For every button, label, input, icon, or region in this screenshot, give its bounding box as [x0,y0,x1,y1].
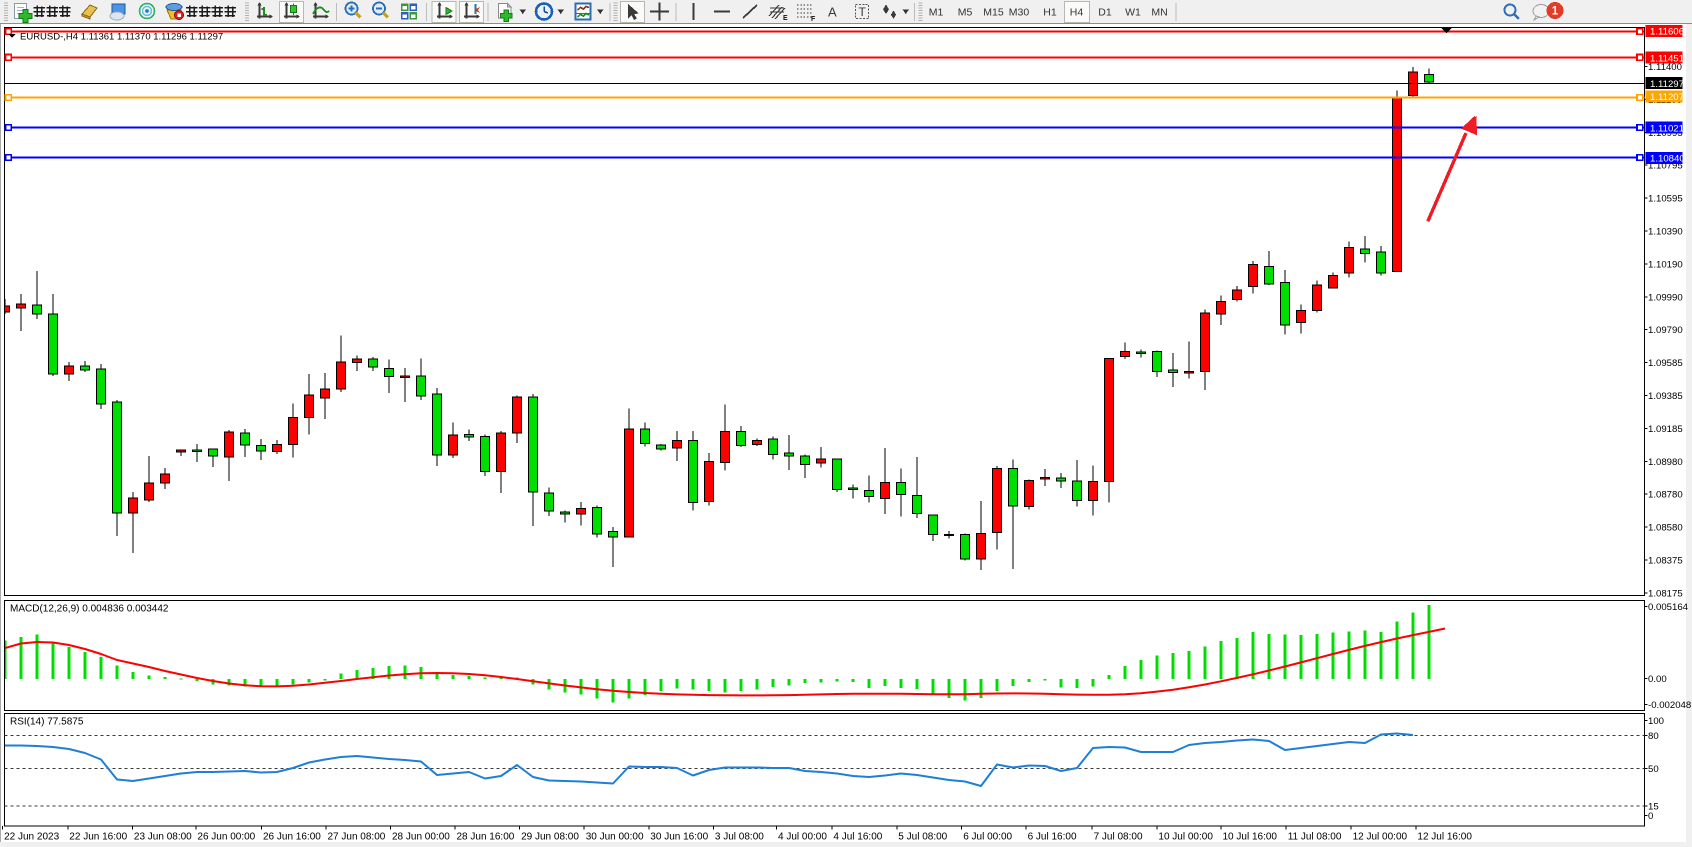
svg-text:1.08780: 1.08780 [1648,490,1683,501]
svg-text:T: T [859,5,867,19]
svg-text:4 Jul 00:00: 4 Jul 00:00 [778,832,827,843]
svg-text:12 Jul 00:00: 12 Jul 00:00 [1353,832,1408,843]
svg-text:30 Jun 16:00: 30 Jun 16:00 [650,832,708,843]
svg-text:M5: M5 [958,7,973,19]
svg-text:1.09185: 1.09185 [1648,424,1683,435]
svg-text:1.11297: 1.11297 [1650,79,1684,90]
svg-text:26 Jun 00:00: 26 Jun 00:00 [197,832,255,843]
svg-text:28 Jun 16:00: 28 Jun 16:00 [457,832,515,843]
svg-text:1.11451: 1.11451 [1650,53,1684,64]
svg-text:M15: M15 [983,7,1004,19]
svg-text:0.00: 0.00 [1648,674,1667,685]
svg-text:1: 1 [1552,6,1559,18]
svg-text:0.005164: 0.005164 [1648,602,1689,613]
svg-text:1.11606: 1.11606 [1650,27,1684,38]
svg-text:29 Jun 08:00: 29 Jun 08:00 [521,832,579,843]
svg-text:1.10390: 1.10390 [1648,227,1683,238]
svg-text:10 Jul 00:00: 10 Jul 00:00 [1158,832,1213,843]
svg-text:22 Jun 2023: 22 Jun 2023 [4,832,59,843]
svg-text:D1: D1 [1098,7,1112,19]
svg-text:A: A [828,5,837,20]
svg-text:1.10190: 1.10190 [1648,259,1683,270]
svg-text:1.11021: 1.11021 [1650,123,1684,134]
svg-text:H4: H4 [1070,7,1084,19]
svg-text:4 Jul 16:00: 4 Jul 16:00 [833,832,882,843]
svg-text:22 Jun 16:00: 22 Jun 16:00 [69,832,127,843]
svg-text:RSI(14) 77.5875: RSI(14) 77.5875 [10,717,84,728]
svg-text:5 Jul 08:00: 5 Jul 08:00 [898,832,947,843]
svg-text:12 Jul 16:00: 12 Jul 16:00 [1417,832,1472,843]
svg-text:M30: M30 [1009,7,1030,19]
svg-text:100: 100 [1648,716,1664,727]
svg-text:50: 50 [1648,764,1659,775]
svg-text:6 Jul 16:00: 6 Jul 16:00 [1028,832,1077,843]
svg-text:23 Jun 08:00: 23 Jun 08:00 [134,832,192,843]
svg-text:1.11207: 1.11207 [1650,92,1684,103]
svg-text:80: 80 [1648,731,1659,742]
svg-text:0: 0 [1648,811,1653,822]
svg-text:1.09990: 1.09990 [1648,292,1683,303]
svg-text:1.08375: 1.08375 [1648,556,1683,567]
svg-text:1.10795: 1.10795 [1648,161,1683,172]
svg-text:30 Jun 00:00: 30 Jun 00:00 [586,832,644,843]
svg-text:W1: W1 [1125,7,1141,19]
svg-text:15: 15 [1648,802,1659,813]
svg-text:1.08980: 1.08980 [1648,457,1683,468]
svg-text:1.09385: 1.09385 [1648,391,1683,402]
svg-text:3 Jul 08:00: 3 Jul 08:00 [715,832,764,843]
svg-text:M1: M1 [929,7,944,19]
svg-text:EURUSD-,H4 1.11361 1.11370 1.: EURUSD-,H4 1.11361 1.11370 1.11296 1.112… [20,31,223,42]
svg-text:11 Jul 08:00: 11 Jul 08:00 [1288,832,1342,843]
svg-text:E: E [783,15,788,22]
svg-text:1.08175: 1.08175 [1648,588,1683,599]
svg-text:1.11400: 1.11400 [1648,62,1682,73]
svg-text:7 Jul 08:00: 7 Jul 08:00 [1094,832,1143,843]
svg-text:MN: MN [1151,7,1167,19]
svg-text:1.10595: 1.10595 [1648,194,1683,205]
svg-text:6 Jul 00:00: 6 Jul 00:00 [963,832,1012,843]
svg-text:26 Jun 16:00: 26 Jun 16:00 [263,832,321,843]
svg-text:10 Jul 16:00: 10 Jul 16:00 [1223,832,1278,843]
svg-text:H1: H1 [1043,7,1057,19]
svg-text:1.10840: 1.10840 [1650,154,1685,165]
svg-text:1.08580: 1.08580 [1648,523,1683,534]
svg-text:28 Jun 00:00: 28 Jun 00:00 [392,832,450,843]
svg-text:1.09585: 1.09585 [1648,358,1683,369]
svg-text:MACD(12,26,9) 0.004836 0.00344: MACD(12,26,9) 0.004836 0.003442 [10,604,169,615]
svg-text:F: F [811,16,816,23]
svg-text:27 Jun 08:00: 27 Jun 08:00 [328,832,386,843]
svg-text:-0.002048: -0.002048 [1648,700,1691,711]
svg-text:1.09790: 1.09790 [1648,325,1683,336]
